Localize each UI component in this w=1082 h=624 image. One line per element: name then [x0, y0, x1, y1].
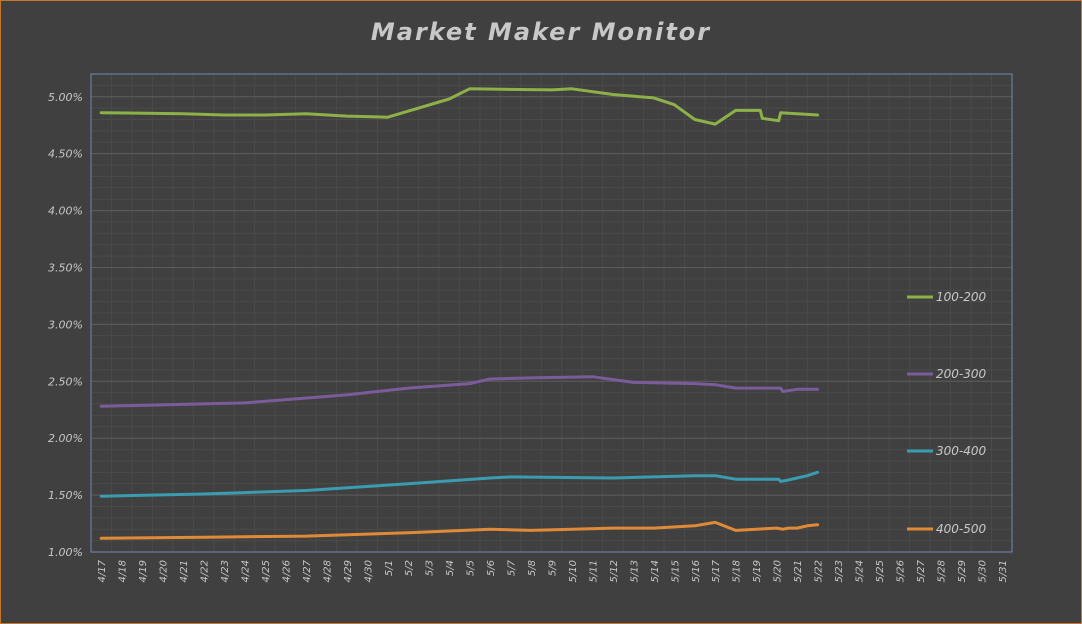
x-tick-label: 5/26	[895, 560, 906, 582]
x-tick-label: 5/2	[404, 560, 415, 576]
x-tick-label: 4/28	[322, 560, 333, 582]
x-tick-label: 5/22	[814, 560, 825, 582]
series-line-200-300	[99, 375, 820, 408]
x-tick-label: 5/23	[834, 560, 845, 582]
x-tick-label: 5/15	[670, 560, 681, 582]
x-tick-label: 4/24	[241, 560, 252, 582]
y-tick-label: 4.00%	[48, 205, 83, 218]
x-tick-label: 5/16	[691, 560, 702, 582]
legend-label-400-500: 400-500	[936, 522, 987, 536]
y-tick-label: 1.50%	[48, 489, 83, 502]
x-tick-label: 5/4	[445, 560, 456, 576]
x-tick-label: 5/13	[629, 560, 640, 582]
x-tick-label: 4/18	[118, 560, 129, 582]
x-tick-label: 4/29	[343, 560, 354, 582]
x-tick-label: 4/22	[200, 560, 211, 582]
x-tick-label: 4/21	[179, 560, 190, 582]
chart-title: Market Maker Monitor	[370, 18, 712, 46]
plot-area-border	[90, 73, 1013, 553]
x-tick-label: 5/7	[507, 559, 518, 576]
legend-label-200-300: 200-300	[936, 367, 987, 381]
series-line-100-200	[99, 87, 820, 126]
y-tick-label: 1.00%	[48, 546, 83, 559]
y-tick-label: 2.50%	[48, 375, 83, 388]
x-axis-ticks: 4/17 4/18 4/19 4/20 4/21 4/22 4/23 4/24 4/25 4/26…	[97, 559, 1009, 582]
grid-lines	[90, 73, 1013, 553]
x-tick-label: 5/1	[384, 560, 395, 576]
x-tick-label: 5/5	[466, 560, 477, 576]
series-line-400-500	[99, 520, 820, 540]
x-tick-label: 4/25	[261, 560, 272, 582]
x-tick-label: 5/12	[609, 560, 620, 582]
x-tick-label: 5/21	[793, 560, 804, 582]
x-tick-label: 5/14	[650, 560, 661, 582]
x-tick-label: 5/6	[486, 560, 497, 576]
x-tick-label: 5/25	[875, 560, 886, 582]
y-tick-label: 3.50%	[48, 261, 83, 274]
x-tick-label: 5/24	[855, 560, 866, 582]
x-tick-label: 5/28	[936, 560, 947, 582]
x-tick-label: 5/27	[916, 559, 927, 582]
x-tick-label: 4/20	[159, 560, 170, 582]
series-lines	[99, 87, 820, 540]
y-tick-label: 3.00%	[48, 318, 83, 331]
series-line-300-400	[99, 470, 820, 498]
x-tick-label: 5/31	[998, 560, 1009, 582]
x-tick-label: 5/30	[977, 560, 988, 582]
x-tick-label: 5/11	[588, 560, 599, 582]
x-tick-label: 5/17	[711, 559, 722, 582]
x-tick-label: 5/10	[568, 560, 579, 582]
x-tick-label: 4/26	[281, 560, 292, 582]
y-tick-label: 4.50%	[48, 148, 83, 161]
y-tick-label: 2.00%	[48, 432, 83, 445]
x-tick-label: 4/23	[220, 560, 231, 582]
x-tick-label: 4/27	[302, 559, 313, 582]
x-tick-label: 4/17	[97, 559, 108, 582]
x-tick-label: 4/19	[138, 560, 149, 582]
legend-label-100-200: 100-200	[936, 290, 987, 304]
x-tick-label: 5/20	[773, 560, 784, 582]
x-tick-label: 5/19	[752, 560, 763, 582]
x-tick-label: 4/30	[363, 560, 374, 582]
y-axis-ticks: 1.00% 1.50% 2.00% 2.50% 3.00% 3.50% 4.00% 4.50%…	[48, 91, 83, 559]
legend-label-300-400: 300-400	[936, 444, 987, 458]
x-tick-label: 5/18	[732, 560, 743, 582]
x-tick-label: 5/8	[527, 560, 538, 576]
y-tick-label: 5.00%	[48, 91, 83, 104]
legend: 100-200 200-300 300-400 400-500	[907, 290, 987, 536]
x-tick-label: 5/3	[425, 560, 436, 576]
x-tick-label: 5/9	[548, 560, 559, 576]
x-tick-label: 5/29	[957, 560, 968, 582]
